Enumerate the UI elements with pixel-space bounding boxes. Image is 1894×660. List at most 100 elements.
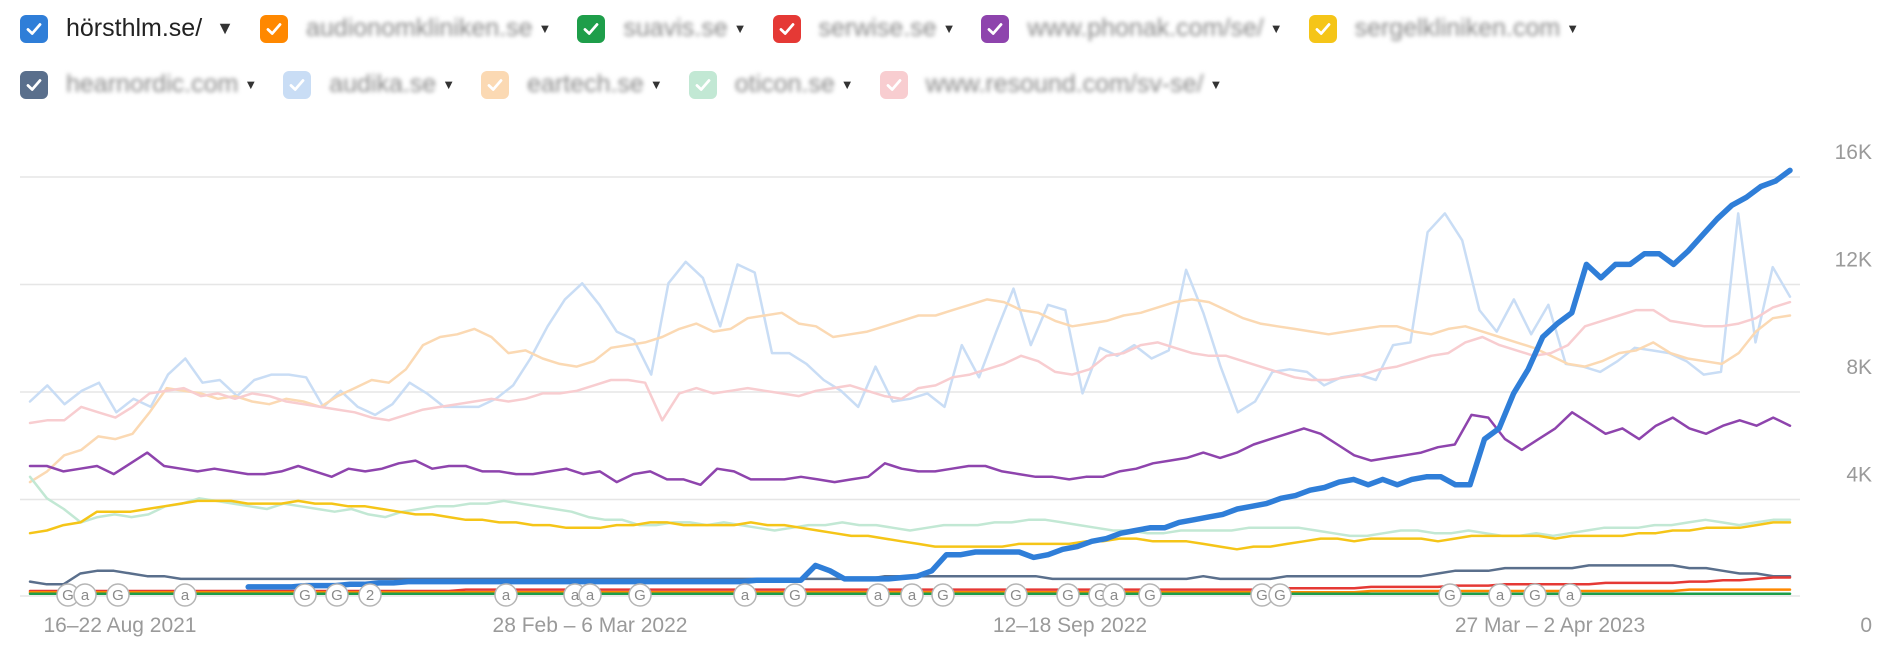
google-update-marker[interactable]: G: [1523, 583, 1547, 607]
checkbox-icon[interactable]: [981, 14, 1010, 43]
ahrefs-update-marker[interactable]: a: [494, 583, 518, 607]
checkbox-icon[interactable]: [688, 70, 717, 99]
chevron-down-icon[interactable]: ▼: [442, 77, 456, 92]
legend-label: suavis.se: [623, 14, 728, 42]
checkbox-icon[interactable]: [20, 14, 48, 43]
google-update-marker[interactable]: G: [1138, 583, 1162, 607]
chevron-down-icon[interactable]: ▼: [942, 21, 956, 36]
checkbox-icon[interactable]: [260, 14, 288, 43]
ahrefs-update-marker[interactable]: a: [900, 583, 924, 607]
y-tick-label: 0: [1860, 614, 1872, 637]
legend-item-audionomkliniken-se[interactable]: audionomkliniken.se ▼: [260, 14, 551, 43]
annotation-label: a: [181, 587, 190, 604]
ahrefs-update-marker[interactable]: a: [578, 583, 602, 607]
legend-label: oticon.se: [734, 70, 835, 98]
annotation-label: G: [1529, 587, 1541, 604]
ahrefs-update-marker[interactable]: a: [173, 583, 197, 607]
legend-item-serwise-se[interactable]: serwise.se ▼: [772, 14, 956, 43]
legend-item-www-resound-com-sv-se[interactable]: www.resound.com/sv-se/ ▼: [879, 70, 1223, 99]
google-update-marker[interactable]: G: [325, 583, 349, 607]
chevron-down-icon[interactable]: ▼: [1269, 21, 1283, 36]
annotation-label: G: [1062, 587, 1074, 604]
checkbox-icon[interactable]: [772, 14, 801, 43]
series-line-sergelkliniken-com[interactable]: [28, 499, 1792, 551]
annotation-label: G: [62, 587, 74, 604]
ahrefs-update-marker[interactable]: a: [1558, 583, 1582, 607]
annotation-label: G: [1256, 587, 1268, 604]
checkbox-icon[interactable]: [879, 70, 908, 99]
legend-label: eartech.se: [527, 70, 644, 98]
google-update-marker[interactable]: G: [628, 583, 652, 607]
legend-row-2: hearnordic.com ▼ audika.se ▼ eartech.se ▼ otic…: [20, 70, 1248, 99]
legend-item-eartech-se[interactable]: eartech.se ▼: [481, 70, 663, 99]
annotation-label: G: [299, 587, 311, 604]
ahrefs-update-marker[interactable]: 2: [358, 583, 382, 607]
annotation-label: G: [1444, 587, 1456, 604]
ahrefs-update-marker[interactable]: a: [1488, 583, 1512, 607]
chevron-down-icon[interactable]: ▼: [216, 18, 234, 38]
checkbox-icon[interactable]: [481, 70, 510, 99]
annotation-label: G: [1274, 587, 1286, 604]
chevron-down-icon[interactable]: ▼: [538, 21, 552, 36]
y-tick-label: 16K: [1835, 141, 1872, 164]
legend-label: www.phonak.com/se/: [1027, 14, 1264, 42]
google-update-marker[interactable]: G: [1438, 583, 1462, 607]
y-tick-label: 12K: [1835, 249, 1872, 272]
ahrefs-update-marker[interactable]: a: [733, 583, 757, 607]
legend-label: hearnordic.com: [66, 70, 239, 98]
series-line-www-phonak-com-se[interactable]: [28, 411, 1792, 487]
ahrefs-update-marker[interactable]: a: [73, 583, 97, 607]
ahrefs-update-marker[interactable]: a: [1102, 583, 1126, 607]
y-axis-ticks: 16K 12K 8K 4K 0: [1835, 141, 1872, 637]
google-update-marker[interactable]: G: [783, 583, 807, 607]
legend-item-suavis-se[interactable]: suavis.se ▼: [577, 14, 747, 43]
google-update-marker[interactable]: G: [106, 583, 130, 607]
series-line-audika-se[interactable]: [28, 212, 1792, 417]
series-line-h-rsthlm-se[interactable]: [245, 167, 1793, 590]
checkbox-icon[interactable]: [283, 70, 312, 99]
chevron-down-icon[interactable]: ▼: [1566, 21, 1580, 36]
legend-item-www-phonak-com-se[interactable]: www.phonak.com/se/ ▼: [981, 14, 1283, 43]
legend-label: sergelkliniken.com: [1354, 14, 1561, 42]
google-update-marker[interactable]: G: [293, 583, 317, 607]
annotation-label: G: [937, 587, 949, 604]
google-update-marker[interactable]: G: [1056, 583, 1080, 607]
legend-item-hearnordic-com[interactable]: hearnordic.com ▼: [20, 70, 257, 99]
annotation-label: a: [908, 587, 917, 604]
annotation-label: G: [634, 587, 646, 604]
google-update-marker[interactable]: G: [931, 583, 955, 607]
legend-item-h-rsthlm-se[interactable]: hörsthlm.se/ ▼: [20, 14, 234, 43]
x-tick-label: 16–22 Aug 2021: [44, 614, 197, 637]
legend-label: serwise.se: [818, 14, 937, 42]
y-tick-label: 8K: [1846, 356, 1872, 379]
google-update-marker[interactable]: G: [1004, 583, 1028, 607]
annotation-label: G: [789, 587, 801, 604]
chevron-down-icon[interactable]: ▼: [649, 77, 663, 92]
x-tick-label: 28 Feb – 6 Mar 2022: [493, 614, 688, 637]
series-line-www-resound-com-sv-se[interactable]: [28, 300, 1792, 425]
checkbox-icon[interactable]: [577, 14, 606, 43]
legend-item-audika-se[interactable]: audika.se ▼: [283, 70, 455, 99]
annotation-label: a: [571, 587, 580, 604]
chevron-down-icon[interactable]: ▼: [840, 77, 854, 92]
legend-item-sergelkliniken-com[interactable]: sergelkliniken.com ▼: [1308, 14, 1580, 43]
chevron-down-icon[interactable]: ▼: [1209, 77, 1223, 92]
chevron-down-icon[interactable]: ▼: [244, 77, 258, 92]
checkbox-icon[interactable]: [20, 70, 48, 99]
legend-label: audika.se: [329, 70, 437, 98]
legend-item-oticon-se[interactable]: oticon.se ▼: [688, 70, 854, 99]
annotation-label: a: [741, 587, 750, 604]
google-update-marker[interactable]: G: [1268, 583, 1292, 607]
annotation-label: a: [1566, 587, 1575, 604]
annotation-label: a: [874, 587, 883, 604]
checkbox-icon[interactable]: [1308, 14, 1337, 43]
series-line-eartech-se[interactable]: [28, 298, 1792, 484]
chevron-down-icon[interactable]: ▼: [733, 21, 747, 36]
annotation-label: 2: [366, 587, 374, 604]
legend-label: audionomkliniken.se: [306, 14, 533, 42]
annotation-label: a: [586, 587, 595, 604]
annotation-label: G: [112, 587, 124, 604]
series-line-oticon-se[interactable]: [28, 475, 1792, 538]
ahrefs-update-marker[interactable]: a: [866, 583, 890, 607]
